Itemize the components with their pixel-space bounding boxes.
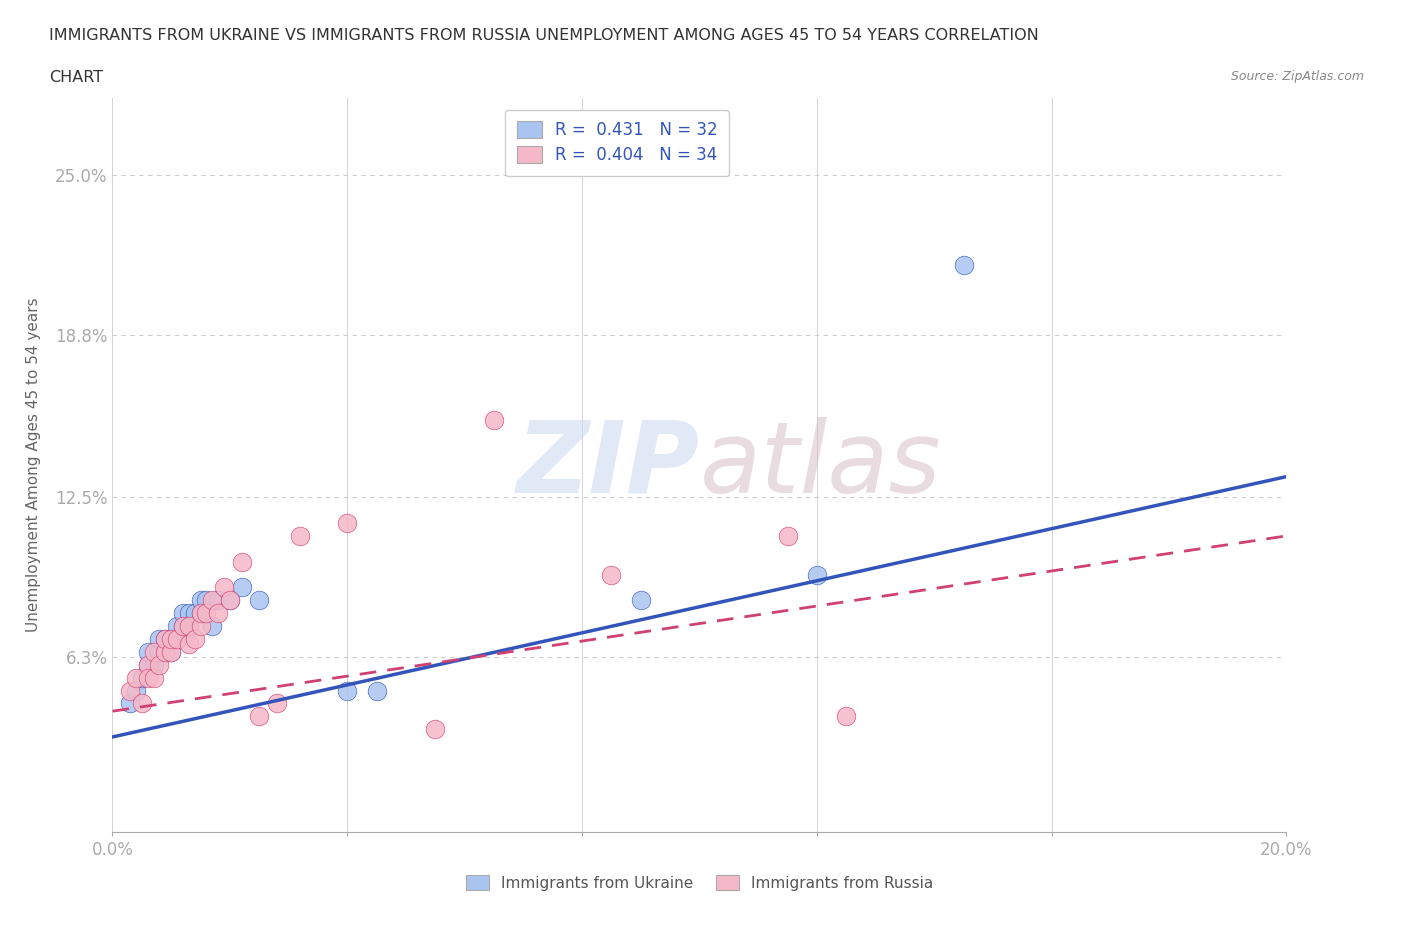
Point <box>155 631 177 646</box>
Point <box>172 605 194 620</box>
Point <box>266 696 288 711</box>
Point <box>190 605 212 620</box>
Point <box>219 593 242 608</box>
Point <box>148 631 170 646</box>
Point <box>155 644 177 659</box>
Point <box>212 580 235 595</box>
Point <box>177 618 200 633</box>
Point <box>148 644 170 659</box>
Point <box>142 644 165 659</box>
Point <box>177 637 200 652</box>
Point <box>142 658 165 672</box>
Point <box>190 618 212 633</box>
Point <box>952 258 974 272</box>
Point <box>201 618 224 633</box>
Point <box>776 528 799 543</box>
Point <box>172 618 194 633</box>
Point <box>336 515 359 530</box>
Point <box>177 605 200 620</box>
Point <box>366 684 388 698</box>
Point <box>160 644 183 659</box>
Text: IMMIGRANTS FROM UKRAINE VS IMMIGRANTS FROM RUSSIA UNEMPLOYMENT AMONG AGES 45 TO : IMMIGRANTS FROM UKRAINE VS IMMIGRANTS FR… <box>49 28 1039 43</box>
Point <box>155 631 177 646</box>
Point <box>207 605 229 620</box>
Y-axis label: Unemployment Among Ages 45 to 54 years: Unemployment Among Ages 45 to 54 years <box>27 298 41 632</box>
Point <box>148 658 170 672</box>
Text: CHART: CHART <box>49 70 103 85</box>
Point <box>142 671 165 685</box>
Point <box>195 593 218 608</box>
Point <box>630 593 652 608</box>
Point <box>166 631 188 646</box>
Legend: Immigrants from Ukraine, Immigrants from Russia: Immigrants from Ukraine, Immigrants from… <box>458 867 941 898</box>
Text: Source: ZipAtlas.com: Source: ZipAtlas.com <box>1230 70 1364 83</box>
Point <box>425 722 447 737</box>
Point <box>231 580 253 595</box>
Point <box>290 528 312 543</box>
Point <box>160 631 183 646</box>
Point <box>247 593 270 608</box>
Text: atlas: atlas <box>700 417 941 513</box>
Point <box>201 593 224 608</box>
Point <box>166 631 188 646</box>
Point <box>136 658 159 672</box>
Point <box>600 567 623 582</box>
Point <box>120 684 142 698</box>
Point <box>183 631 205 646</box>
Point <box>125 684 148 698</box>
Point <box>136 644 159 659</box>
Point <box>190 605 212 620</box>
Point <box>835 709 858 724</box>
Point <box>219 593 242 608</box>
Text: ZIP: ZIP <box>516 417 700 513</box>
Point <box>131 696 153 711</box>
Point <box>247 709 270 724</box>
Point <box>172 618 194 633</box>
Point <box>806 567 828 582</box>
Point <box>136 658 159 672</box>
Point <box>207 593 229 608</box>
Point <box>125 671 148 685</box>
Point <box>482 412 505 427</box>
Point <box>183 605 205 620</box>
Point <box>120 696 142 711</box>
Point <box>155 644 177 659</box>
Point <box>131 671 153 685</box>
Point <box>177 618 200 633</box>
Point <box>136 671 159 685</box>
Point <box>336 684 359 698</box>
Point <box>195 605 218 620</box>
Point <box>160 644 183 659</box>
Point <box>166 618 188 633</box>
Point <box>190 593 212 608</box>
Point <box>160 631 183 646</box>
Point <box>231 554 253 569</box>
